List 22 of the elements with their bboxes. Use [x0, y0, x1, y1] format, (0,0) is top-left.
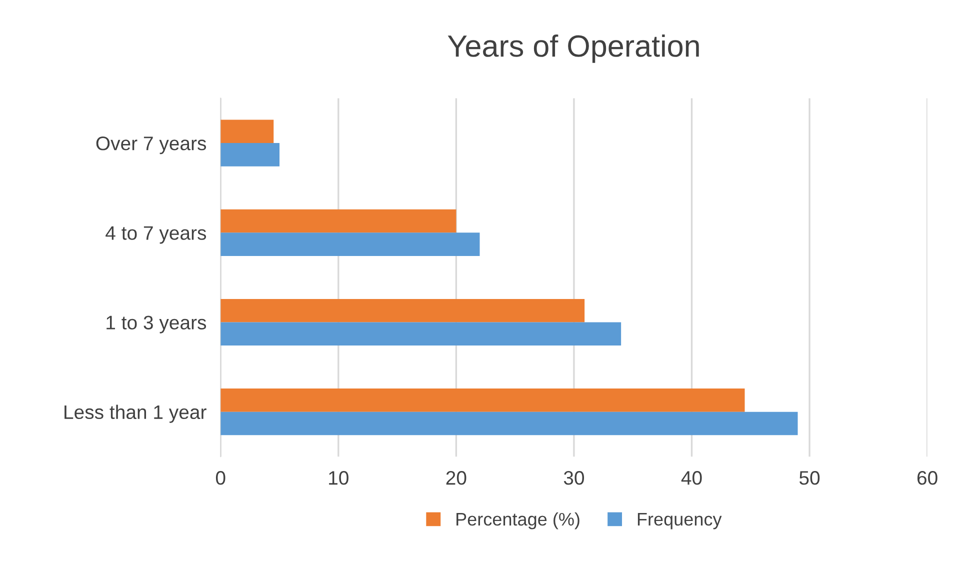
x-tick-label: 10	[329, 471, 348, 485]
y-tick-label: Less than 1 year	[64, 404, 206, 423]
x-tick-label: 60	[917, 471, 938, 485]
x-tick-label: 0	[216, 471, 226, 485]
y-tick-label: 1 to 3 years	[106, 316, 206, 334]
x-tick-label: 50	[799, 471, 820, 485]
legend-label: Frequency	[638, 513, 722, 530]
chart-title: Years of Operation	[448, 34, 699, 63]
legend-label: Percentage (%)	[456, 512, 580, 530]
y-tick-label: 4 to 7 years	[106, 226, 206, 244]
bar	[220, 322, 622, 346]
bar	[220, 209, 456, 233]
y-tick-label: Over 7 years	[96, 136, 206, 154]
x-tick-label: 30	[564, 471, 584, 485]
x-tick-label: 20	[446, 471, 466, 485]
bar	[220, 412, 798, 436]
bar	[220, 120, 274, 144]
bar	[220, 388, 745, 412]
bar	[220, 232, 480, 256]
bar	[220, 143, 280, 166]
x-tick-label: 40	[681, 471, 702, 485]
bar	[220, 298, 585, 322]
